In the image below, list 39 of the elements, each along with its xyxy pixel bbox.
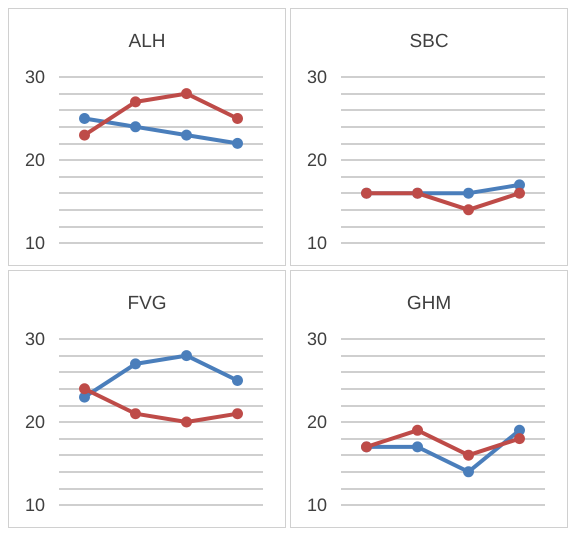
- point: [463, 466, 474, 478]
- y-tick-label: 10: [24, 495, 45, 515]
- y-tick-label: 30: [306, 67, 327, 87]
- y-tick-label: 30: [24, 329, 45, 349]
- point: [181, 350, 192, 362]
- point: [514, 433, 525, 444]
- point: [463, 188, 474, 199]
- chart-title: GHM: [406, 293, 452, 314]
- point: [130, 121, 141, 132]
- point: [463, 204, 474, 216]
- point: [79, 130, 90, 141]
- point: [232, 113, 243, 124]
- point: [181, 416, 192, 428]
- y-tick-label: 10: [24, 233, 45, 253]
- point: [412, 424, 423, 436]
- y-tick-label: 20: [306, 150, 327, 170]
- point: [130, 408, 141, 420]
- point: [181, 88, 192, 100]
- point: [412, 441, 423, 452]
- y-tick-label: 10: [306, 233, 327, 253]
- y-tick-label: 30: [306, 329, 327, 349]
- point: [79, 383, 90, 394]
- point: [514, 188, 525, 199]
- point: [232, 375, 243, 386]
- y-tick-label: 30: [24, 67, 45, 87]
- point: [232, 408, 243, 420]
- point: [79, 113, 90, 124]
- y-tick-label: 20: [24, 150, 45, 170]
- point: [130, 96, 141, 108]
- chart-title: SBC: [409, 31, 449, 52]
- point: [181, 130, 192, 141]
- point: [463, 450, 474, 461]
- y-tick-label: 20: [24, 412, 45, 432]
- chart-title: FVG: [127, 293, 167, 314]
- y-tick-label: 10: [306, 495, 327, 515]
- y-tick-label: 20: [306, 412, 327, 432]
- chart-title: ALH: [128, 31, 166, 52]
- point: [232, 138, 243, 149]
- point: [130, 358, 141, 370]
